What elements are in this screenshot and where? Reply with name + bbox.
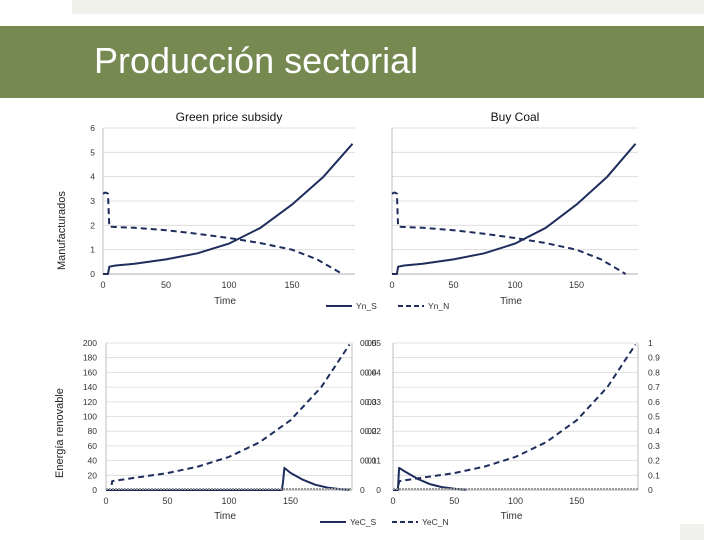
bc-bottom-y2-tick-label: 1	[648, 338, 653, 348]
bc-top-x-axis-label: Time	[500, 296, 522, 307]
gps-top-y-tick-label: 1	[90, 245, 95, 255]
bc-bottom-x-tick-label: 0	[390, 496, 395, 506]
bc-bottom-y-tick-label: 0.01	[364, 456, 381, 466]
gps-top-y-tick-label: 2	[90, 220, 95, 230]
bc-bottom-y2-tick-label: 0.8	[648, 367, 660, 377]
gps-bottom-x-axis-label: Time	[214, 511, 236, 522]
gps-bottom-y2-tick-label: 0	[360, 485, 365, 495]
gps-top-x-tick-label: 50	[161, 280, 171, 290]
gps-top-x-tick-label: 150	[284, 280, 299, 290]
gps-bottom-y2-tick-label: 0.02	[360, 426, 377, 436]
gps-bottom-y-tick-label: 60	[88, 441, 98, 451]
gps-top-series-yn-n	[102, 191, 343, 275]
gps-bottom-y2-tick-label: 0.01	[360, 456, 377, 466]
gps-bottom-x-tick-label: 150	[283, 496, 298, 506]
legend-label-yn-s: Yn_S	[356, 301, 377, 311]
gps-bottom-x-tick-label: 50	[162, 496, 172, 506]
gps-top-x-tick-label: 0	[100, 280, 105, 290]
bc-bottom-x-tick-label: 100	[508, 496, 523, 506]
bc-top-title: Buy Coal	[491, 110, 540, 124]
gps-top-x-axis-label: Time	[214, 296, 236, 307]
gps-bottom-y-tick-label: 40	[88, 456, 98, 466]
gps-bottom-y2-tick-label: 0.05	[360, 338, 377, 348]
bc-top-x-tick-label: 150	[569, 280, 584, 290]
gps-top-y-tick-label: 4	[90, 172, 95, 182]
gps-bottom-series-yec-n	[106, 343, 351, 491]
bc-bottom-x-tick-label: 50	[449, 496, 459, 506]
gps-bottom-y2-tick-label: 0.04	[360, 367, 377, 377]
bc-bottom-y2-tick-label: 0.1	[648, 470, 660, 480]
gps-top-x-tick-label: 100	[221, 280, 236, 290]
bc-bottom-y-tick-label: 0.03	[364, 397, 381, 407]
page-corner	[680, 524, 704, 540]
bc-bottom-y2-tick-label: 0.2	[648, 456, 660, 466]
gps-bottom-y-tick-label: 140	[83, 382, 97, 392]
gps-bottom-x-tick-label: 0	[103, 496, 108, 506]
legend-label-yn-n: Yn_N	[428, 301, 449, 311]
gps-bottom-y-tick-label: 160	[83, 367, 97, 377]
gps-top-title: Green price subsidy	[176, 110, 283, 124]
gps-bottom-y-tick-label: 0	[92, 485, 97, 495]
bc-top-x-tick-label: 0	[389, 280, 394, 290]
bc-bottom-series-yec-n	[393, 343, 637, 491]
bc-bottom-y2-tick-label: 0.3	[648, 441, 660, 451]
gps-bottom-y-tick-label: 20	[88, 470, 98, 480]
bc-bottom-y2-tick-label: 0.4	[648, 426, 660, 436]
slide-title: Producción sectorial	[94, 40, 419, 81]
bc-bottom-y2-tick-label: 0.6	[648, 397, 660, 407]
gps-top-y-tick-label: 0	[90, 269, 95, 279]
bc-bottom-y2-tick-label: 0.9	[648, 353, 660, 363]
gps-bottom-y-tick-label: 200	[83, 338, 97, 348]
bc-top-series-yn-s	[392, 143, 637, 275]
bc-bottom-y2-tick-label: 0	[648, 485, 653, 495]
gps-bottom-y-tick-label: 100	[83, 412, 97, 422]
gps-top-series-yn-s	[103, 143, 354, 275]
bc-bottom-x-tick-label: 150	[569, 496, 584, 506]
bc-bottom-x-axis-label: Time	[501, 511, 523, 522]
gps-bottom-y-tick-label: 80	[88, 426, 98, 436]
bc-bottom-y-tick-label: 0.05	[364, 338, 381, 348]
bc-bottom-y2-tick-label: 0.7	[648, 382, 660, 392]
bc-bottom-y-tick-label: 0.04	[364, 367, 381, 377]
legend-label-yec-n: YeC_N	[422, 517, 449, 527]
gps-top-y-tick-label: 5	[90, 147, 95, 157]
gps-bottom-y2-tick-label: 0.03	[360, 397, 377, 407]
title-banner	[0, 26, 704, 98]
bc-top-x-tick-label: 100	[507, 280, 522, 290]
gps-bottom-y-tick-label: 120	[83, 397, 97, 407]
bc-bottom-y2-tick-label: 0.5	[648, 412, 660, 422]
bc-bottom-series-yec-s	[393, 466, 467, 491]
top-strip	[72, 0, 704, 14]
gps-top-y-tick-label: 6	[90, 123, 95, 133]
bc-bottom-y-tick-label: 0.02	[364, 426, 381, 436]
gps-bottom-x-tick-label: 100	[221, 496, 236, 506]
legend-label-yec-s: YeC_S	[350, 517, 376, 527]
gps-top-y-tick-label: 3	[90, 196, 95, 206]
bc-top-series-yn-n	[391, 191, 627, 275]
gps-bottom-series-yec-s	[106, 466, 350, 491]
gps-bottom-y-tick-label: 180	[83, 353, 97, 363]
bc-top-x-tick-label: 50	[448, 280, 458, 290]
bc-bottom-y-tick-label: 0	[376, 485, 381, 495]
